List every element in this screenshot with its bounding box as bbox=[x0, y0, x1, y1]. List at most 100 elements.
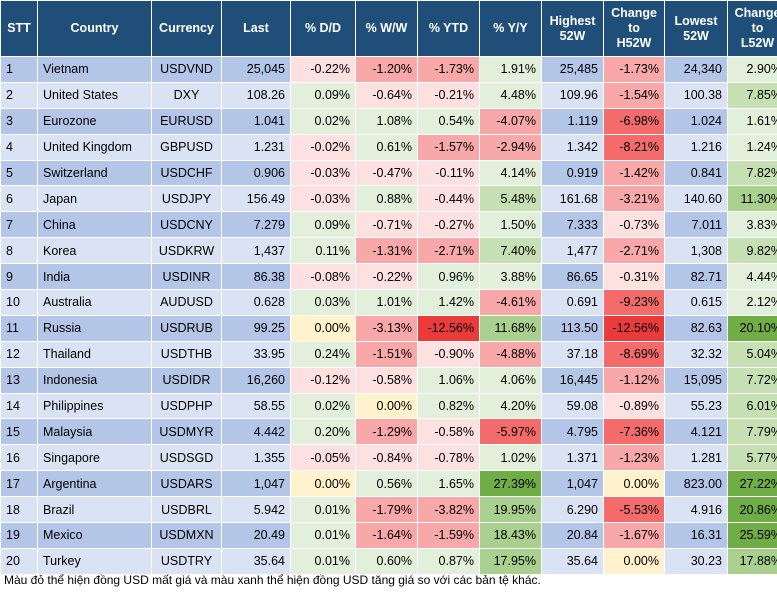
cell-ytd: 0.54% bbox=[417, 107, 480, 135]
cell-stt: 18 bbox=[0, 496, 38, 524]
cell-last: 108.26 bbox=[221, 81, 291, 109]
cell-last: 1,047 bbox=[221, 470, 291, 498]
cell-cl52: 11.30% bbox=[727, 185, 777, 213]
cell-yy: -4.07% bbox=[479, 107, 542, 135]
table-row: 17 Argentina USDARS 1,047 0.00% 0.56% 1.65% 27.… bbox=[0, 470, 777, 498]
cell-ytd: 1.42% bbox=[417, 289, 480, 316]
cell-ch52: -8.21% bbox=[603, 133, 665, 161]
cell-dd: 0.09% bbox=[290, 81, 356, 109]
cell-yy: 7.40% bbox=[479, 237, 542, 265]
cell-dd: 0.01% bbox=[290, 522, 356, 549]
header-l52: Lowest 52W bbox=[664, 0, 728, 57]
table-body: 1 Vietnam USDVND 25,045 -0.22% -1.20% -1.73% 1.… bbox=[0, 56, 777, 575]
footnote: Màu đỏ thể hiện đồng USD mất giá và màu … bbox=[4, 573, 541, 587]
cell-ytd: 0.96% bbox=[417, 263, 480, 291]
cell-yy: 18.43% bbox=[479, 522, 542, 549]
cell-ytd: -0.27% bbox=[417, 211, 480, 239]
cell-country: Australia bbox=[37, 289, 152, 316]
cell-country: Eurozone bbox=[37, 107, 152, 135]
cell-l52: 24,340 bbox=[664, 56, 728, 83]
table-row: 9 India USDINR 86.38 -0.08% -0.22% 0.96% 3.88% 8… bbox=[0, 263, 777, 291]
cell-last: 58.55 bbox=[221, 392, 291, 420]
header-last: Last bbox=[221, 0, 291, 57]
cell-currency: USDCNY bbox=[151, 211, 222, 239]
cell-h52: 59.08 bbox=[541, 392, 604, 420]
cell-dd: 0.09% bbox=[290, 211, 356, 239]
cell-yy: 4.06% bbox=[479, 366, 542, 394]
header-cl52: Change to L52W bbox=[727, 0, 777, 57]
cell-ww: -1.29% bbox=[355, 418, 418, 446]
cell-country: United Kingdom bbox=[37, 133, 152, 161]
cell-stt: 12 bbox=[0, 340, 38, 368]
cell-cl52: 2.12% bbox=[727, 289, 777, 316]
cell-stt: 15 bbox=[0, 418, 38, 446]
table-row: 6 Japan USDJPY 156.49 -0.03% 0.88% -0.44% 5.48%… bbox=[0, 185, 777, 213]
cell-stt: 19 bbox=[0, 522, 38, 549]
table-row: 13 Indonesia USDIDR 16,260 -0.12% -0.58% 1.06%… bbox=[0, 366, 777, 394]
table-row: 20 Turkey USDTRY 35.64 0.01% 0.60% 0.87% 17.95%… bbox=[0, 547, 777, 575]
cell-currency: USDTRY bbox=[151, 547, 222, 575]
table-row: 15 Malaysia USDMYR 4.442 0.20% -1.29% -0.58% -5… bbox=[0, 418, 777, 446]
cell-l52: 30.23 bbox=[664, 547, 728, 575]
cell-l52: 4.916 bbox=[664, 496, 728, 524]
cell-cl52: 20.10% bbox=[727, 314, 777, 342]
cell-dd: 0.00% bbox=[290, 314, 356, 342]
cell-last: 35.64 bbox=[221, 547, 291, 575]
cell-dd: -0.12% bbox=[290, 366, 356, 394]
cell-ch52: -0.73% bbox=[603, 211, 665, 239]
cell-h52: 109.96 bbox=[541, 81, 604, 109]
cell-yy: 11.68% bbox=[479, 314, 542, 342]
cell-ytd: -12.56% bbox=[417, 314, 480, 342]
cell-ch52: -1.42% bbox=[603, 159, 665, 187]
cell-stt: 8 bbox=[0, 237, 38, 265]
cell-dd: 0.01% bbox=[290, 547, 356, 575]
cell-ch52: -2.71% bbox=[603, 237, 665, 265]
cell-country: Malaysia bbox=[37, 418, 152, 446]
cell-last: 33.95 bbox=[221, 340, 291, 368]
cell-ch52: -0.31% bbox=[603, 263, 665, 291]
cell-dd: 0.03% bbox=[290, 289, 356, 316]
cell-stt: 4 bbox=[0, 133, 38, 161]
cell-cl52: 5.04% bbox=[727, 340, 777, 368]
cell-stt: 5 bbox=[0, 159, 38, 187]
cell-cl52: 7.85% bbox=[727, 81, 777, 109]
cell-h52: 1,047 bbox=[541, 470, 604, 498]
cell-l52: 32.32 bbox=[664, 340, 728, 368]
cell-ytd: -2.71% bbox=[417, 237, 480, 265]
cell-currency: USDVND bbox=[151, 56, 222, 83]
cell-yy: 4.48% bbox=[479, 81, 542, 109]
cell-dd: -0.05% bbox=[290, 444, 356, 472]
cell-last: 7.279 bbox=[221, 211, 291, 239]
cell-ytd: -0.58% bbox=[417, 418, 480, 446]
cell-yy: 4.14% bbox=[479, 159, 542, 187]
cell-stt: 9 bbox=[0, 263, 38, 291]
cell-currency: USDARS bbox=[151, 470, 222, 498]
cell-yy: 1.50% bbox=[479, 211, 542, 239]
table-row: 4 United Kingdom GBPUSD 1.231 -0.02% 0.61% -1.… bbox=[0, 133, 777, 161]
fx-rates-table: STT Country Currency Last% D/D% W/W% YTD% Y… bbox=[0, 0, 777, 575]
header-h52: Highest 52W bbox=[541, 0, 604, 57]
cell-yy: -5.97% bbox=[479, 418, 542, 446]
cell-ww: 0.00% bbox=[355, 392, 418, 420]
cell-country: Singapore bbox=[37, 444, 152, 472]
cell-country: Argentina bbox=[37, 470, 152, 498]
cell-l52: 55.23 bbox=[664, 392, 728, 420]
cell-currency: USDSGD bbox=[151, 444, 222, 472]
table-row: 3 Eurozone EURUSD 1.041 0.02% 1.08% 0.54% -4.07… bbox=[0, 107, 777, 135]
cell-ch52: -1.12% bbox=[603, 366, 665, 394]
cell-cl52: 6.01% bbox=[727, 392, 777, 420]
cell-country: Turkey bbox=[37, 547, 152, 575]
cell-h52: 1,477 bbox=[541, 237, 604, 265]
cell-currency: USDKRW bbox=[151, 237, 222, 265]
cell-yy: 4.20% bbox=[479, 392, 542, 420]
cell-stt: 10 bbox=[0, 289, 38, 316]
cell-currency: USDINR bbox=[151, 263, 222, 291]
cell-ytd: -0.11% bbox=[417, 159, 480, 187]
cell-last: 25,045 bbox=[221, 56, 291, 83]
header-ww: % W/W bbox=[355, 0, 418, 57]
header-ch52: Change to H52W bbox=[603, 0, 665, 57]
cell-ww: -0.22% bbox=[355, 263, 418, 291]
header-stt: STT bbox=[0, 0, 38, 57]
cell-stt: 16 bbox=[0, 444, 38, 472]
cell-currency: USDTHB bbox=[151, 340, 222, 368]
